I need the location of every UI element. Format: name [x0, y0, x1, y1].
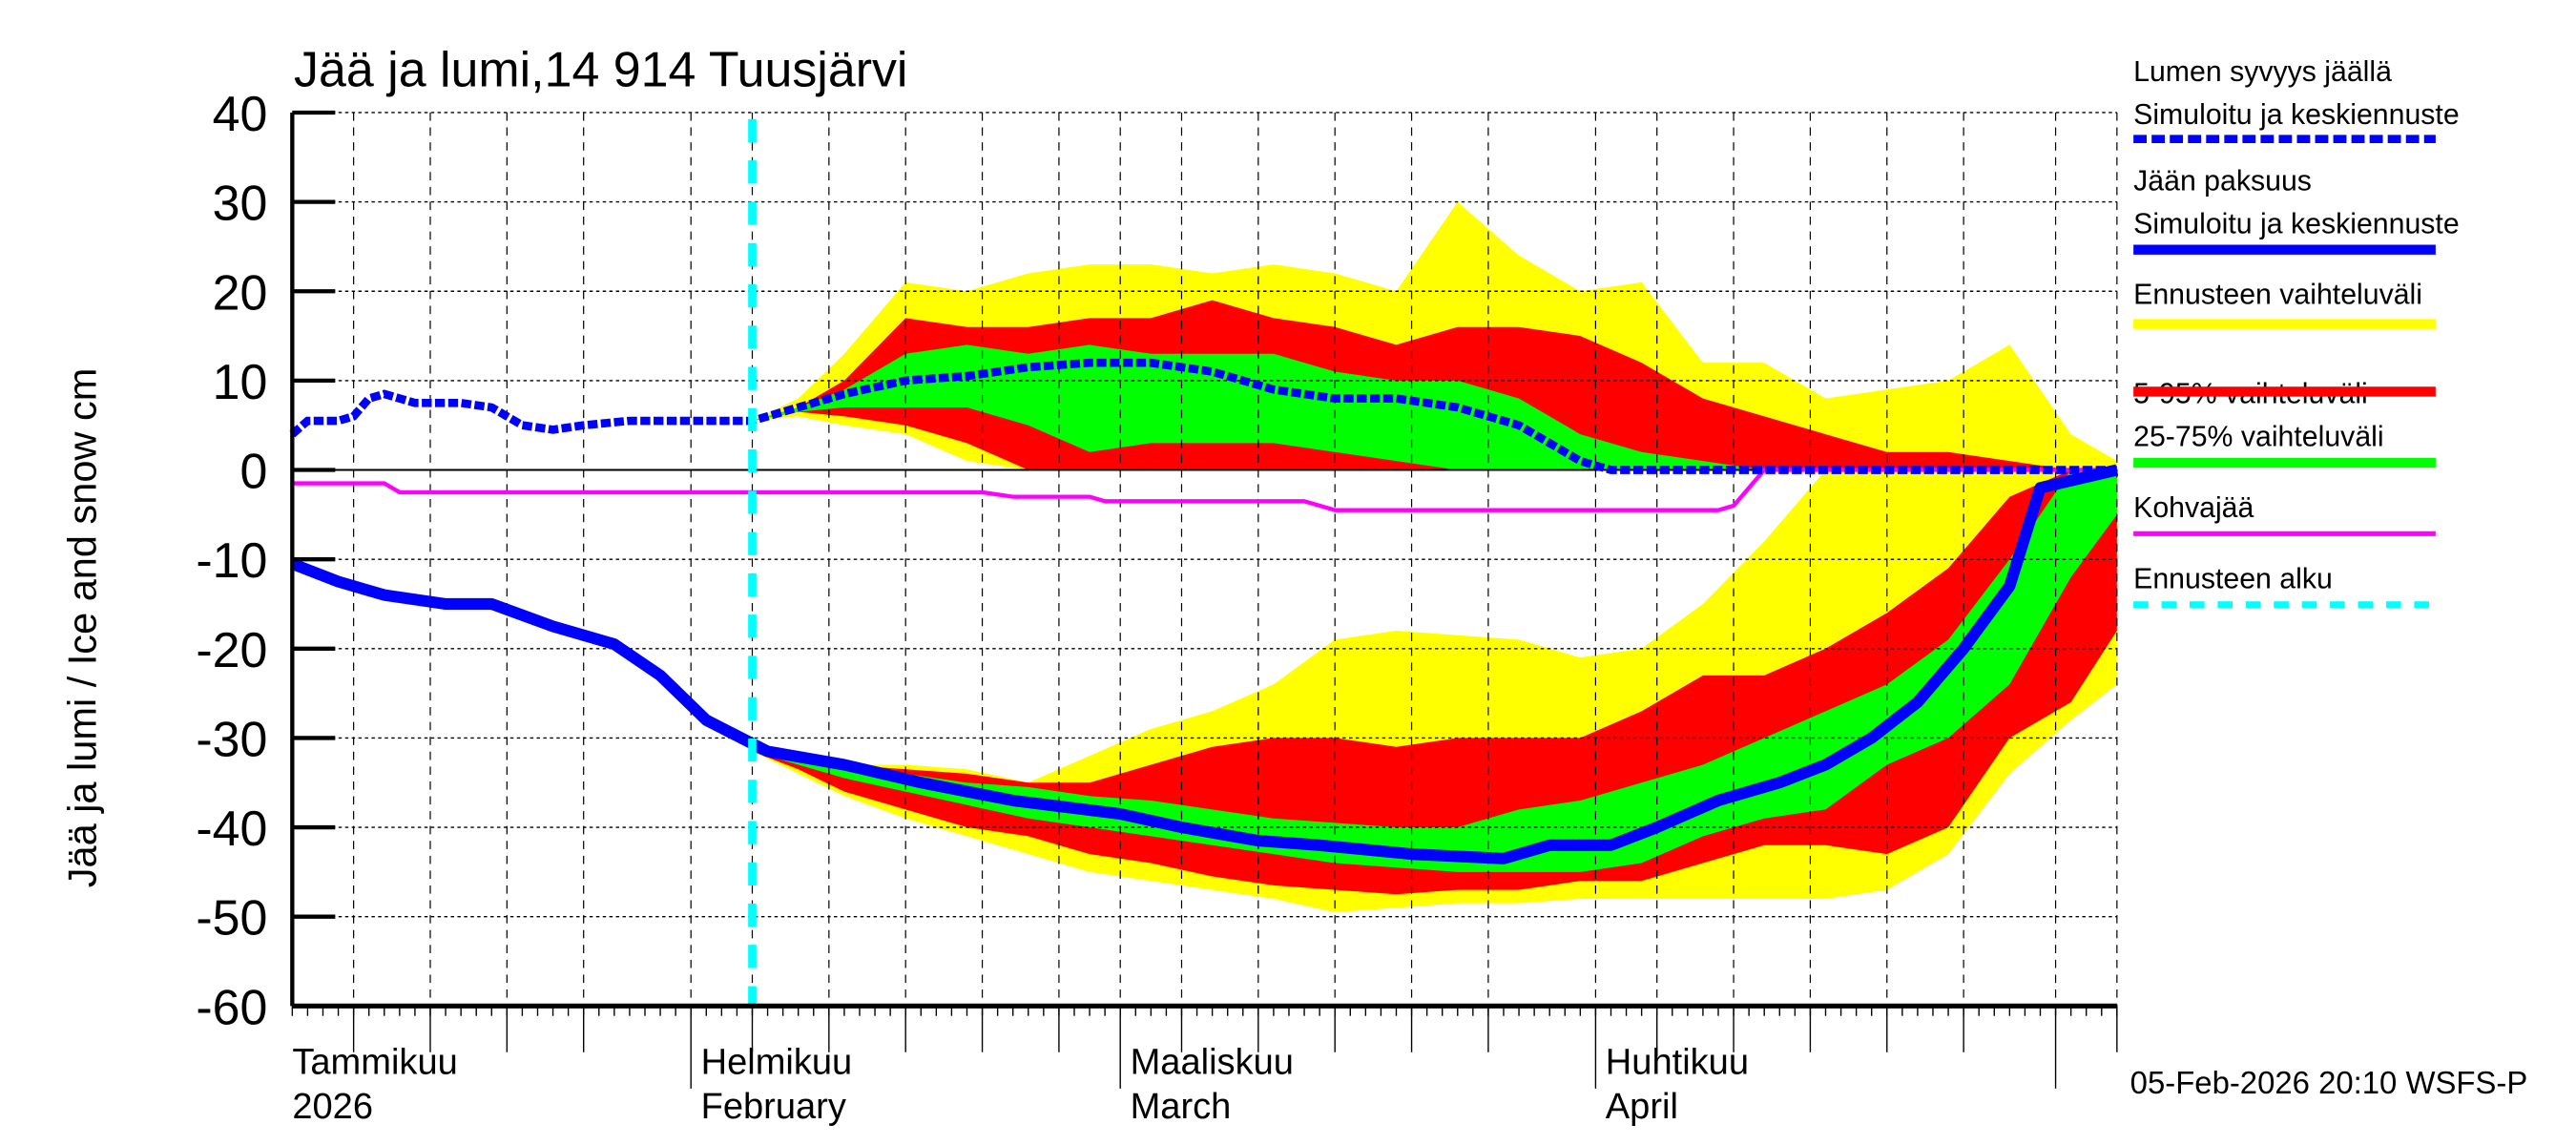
y-tick-label: -50: [196, 891, 267, 947]
snow-band-p25-75: [752, 344, 2117, 470]
month-label-fi: Maaliskuu: [1131, 1042, 1294, 1082]
month-label-fi: Tammikuu: [292, 1042, 457, 1082]
legend-label: Kohvajää: [2133, 492, 2254, 524]
month-label-fi: Huhtikuu: [1606, 1042, 1749, 1082]
legend: Lumen syvyys jäällä Simuloitu ja keskienn…: [2133, 56, 2460, 609]
legend-label: Ennusteen alku: [2133, 563, 2333, 594]
y-tick-label: 10: [213, 355, 268, 410]
y-tick-label: 20: [213, 265, 268, 321]
timestamp: 05-Feb-2026 20:10 WSFS-P: [2130, 1065, 2528, 1100]
slush-ice-line: [292, 468, 2117, 512]
month-label-fi: Helmikuu: [701, 1042, 853, 1082]
y-tick-label: -30: [196, 712, 267, 767]
bands-layer: [752, 201, 2117, 913]
snow-depth-line: [289, 358, 2117, 474]
y-tick-label: -60: [196, 980, 267, 1035]
legend-sublabel: Simuloitu ja keskiennuste: [2133, 208, 2460, 239]
y-tick-label: 0: [240, 445, 268, 500]
legend-label: 25-75% vaihteluväli: [2133, 422, 2383, 453]
legend-label: Lumen syvyys jäällä: [2133, 56, 2392, 88]
ice-band-p25-75: [752, 469, 2117, 872]
month-label-en: April: [1606, 1087, 1678, 1127]
y-tick-label: 40: [213, 87, 268, 142]
lines-layer: [289, 118, 2119, 1007]
legend-label: Ennusteen vaihteluväli: [2133, 280, 2422, 311]
y-tick-label: 30: [213, 177, 268, 232]
grid-layer: [292, 112, 2118, 1008]
axes-layer: 40 30 20 10 0 -10 -20 -30 -40 -50 -60 Tammikuu 2026 H…: [196, 87, 2118, 1127]
month-label-en: March: [1131, 1087, 1232, 1127]
ice-thickness-line: [290, 464, 2119, 864]
legend-label: Jään paksuus: [2133, 165, 2312, 197]
month-label-en: 2026: [292, 1087, 373, 1127]
legend-sublabel: Simuloitu ja keskiennuste: [2133, 99, 2460, 131]
y-tick-label: -10: [196, 533, 267, 589]
y-axis-label: Jää ja lumi / Ice and snow cm: [59, 368, 104, 888]
chart-title: Jää ja lumi,14 914 Tuusjärvi: [294, 42, 907, 97]
y-tick-label: -20: [196, 623, 267, 678]
y-tick-label: -40: [196, 802, 267, 857]
month-label-en: February: [701, 1087, 846, 1127]
